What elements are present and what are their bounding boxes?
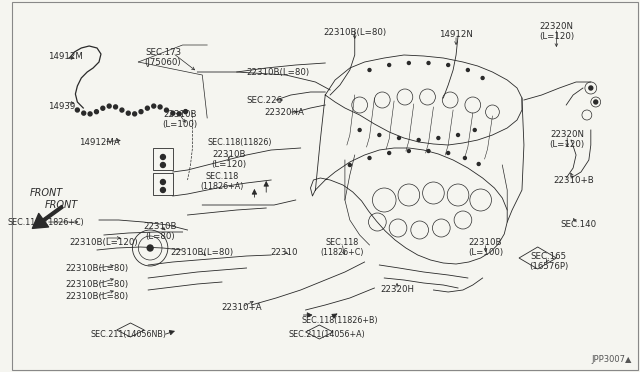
Text: 14912N: 14912N: [439, 30, 473, 39]
Text: 22310+B: 22310+B: [554, 176, 595, 185]
Text: (16576P): (16576P): [529, 262, 568, 271]
Circle shape: [139, 110, 143, 114]
Circle shape: [467, 68, 469, 71]
Text: 22320N: 22320N: [550, 130, 584, 139]
Text: 22320H: 22320H: [380, 285, 414, 294]
Circle shape: [388, 64, 390, 67]
Circle shape: [589, 86, 593, 90]
Bar: [153, 173, 173, 195]
Circle shape: [126, 111, 131, 115]
Circle shape: [171, 111, 175, 115]
Text: (11826+C): (11826+C): [320, 248, 364, 257]
Text: (L=120): (L=120): [550, 140, 585, 149]
Text: SEC.173: SEC.173: [145, 48, 181, 57]
Circle shape: [161, 187, 165, 192]
Text: 22310B(L=80): 22310B(L=80): [65, 280, 129, 289]
Circle shape: [82, 111, 86, 115]
Circle shape: [152, 104, 156, 108]
Circle shape: [427, 61, 430, 64]
Circle shape: [397, 137, 401, 140]
Text: 22310B(L=80): 22310B(L=80): [323, 28, 387, 37]
Circle shape: [427, 150, 430, 153]
Circle shape: [417, 138, 420, 141]
Circle shape: [368, 68, 371, 71]
Text: SEC.118(11826): SEC.118(11826): [207, 138, 272, 147]
Circle shape: [447, 64, 450, 67]
Circle shape: [88, 112, 92, 116]
Circle shape: [463, 157, 467, 160]
Circle shape: [161, 154, 165, 160]
Text: 22310B: 22310B: [469, 238, 502, 247]
Text: 22310B: 22310B: [143, 222, 177, 231]
Text: SEC.211(14056+A): SEC.211(14056+A): [289, 330, 365, 339]
Circle shape: [388, 151, 390, 154]
Circle shape: [76, 108, 79, 112]
Text: (J75060): (J75060): [145, 58, 181, 67]
Circle shape: [368, 157, 371, 160]
Text: 22310B: 22310B: [212, 150, 246, 159]
Text: SEC.118(11826+B): SEC.118(11826+B): [301, 316, 378, 325]
Text: (L=100): (L=100): [468, 248, 503, 257]
Bar: [153, 148, 173, 170]
Circle shape: [348, 164, 351, 167]
Text: 22310+A: 22310+A: [221, 303, 262, 312]
Text: SEC.211(14056NB): SEC.211(14056NB): [90, 330, 166, 339]
Circle shape: [132, 112, 136, 116]
Text: FRONT: FRONT: [29, 188, 63, 198]
Text: 22310B(L=80): 22310B(L=80): [65, 264, 129, 273]
Circle shape: [113, 105, 118, 109]
Text: 14912M: 14912M: [48, 52, 83, 61]
Circle shape: [594, 100, 598, 104]
Circle shape: [177, 112, 181, 116]
Text: JPP3007▲: JPP3007▲: [591, 355, 632, 364]
Text: SEC.165: SEC.165: [531, 252, 566, 261]
Circle shape: [477, 163, 480, 166]
Circle shape: [358, 128, 361, 131]
Text: SEC.140: SEC.140: [560, 220, 596, 229]
Circle shape: [447, 151, 450, 154]
Text: (L=120): (L=120): [211, 160, 246, 169]
Text: 14939: 14939: [48, 102, 75, 111]
Text: 22310: 22310: [270, 248, 298, 257]
Text: (L=100): (L=100): [162, 120, 197, 129]
Circle shape: [481, 77, 484, 80]
Circle shape: [147, 245, 153, 251]
Circle shape: [101, 106, 105, 110]
Circle shape: [437, 137, 440, 140]
Text: (L=120): (L=120): [539, 32, 574, 41]
Text: (L=80): (L=80): [145, 232, 175, 241]
Circle shape: [108, 104, 111, 108]
FancyArrowPatch shape: [33, 205, 63, 228]
Circle shape: [408, 150, 410, 153]
Text: 22310B(L=120): 22310B(L=120): [70, 238, 138, 247]
Circle shape: [120, 108, 124, 112]
Circle shape: [161, 163, 165, 167]
Text: 22310B(L=80): 22310B(L=80): [65, 292, 129, 301]
Circle shape: [456, 134, 460, 137]
Text: 22320HA: 22320HA: [264, 108, 304, 117]
Text: FRONT: FRONT: [45, 200, 78, 210]
Text: SEC.118(11826+C): SEC.118(11826+C): [8, 218, 84, 227]
Text: SEC.118: SEC.118: [205, 172, 239, 181]
Text: 22310B(L=80): 22310B(L=80): [246, 68, 310, 77]
Circle shape: [378, 134, 381, 137]
Text: SEC.226: SEC.226: [246, 96, 282, 105]
Circle shape: [158, 105, 162, 109]
Text: SEC.118: SEC.118: [325, 238, 358, 247]
Text: 22310B: 22310B: [163, 110, 196, 119]
Circle shape: [95, 110, 99, 114]
Text: 22320N: 22320N: [540, 22, 573, 31]
Text: 14912MA: 14912MA: [79, 138, 120, 147]
Circle shape: [184, 110, 188, 113]
Text: 22310B(L=80): 22310B(L=80): [171, 248, 234, 257]
Text: (11826+A): (11826+A): [200, 182, 244, 191]
Circle shape: [473, 128, 476, 131]
Circle shape: [161, 180, 165, 185]
Circle shape: [145, 106, 149, 110]
Circle shape: [408, 61, 410, 64]
Circle shape: [164, 108, 168, 112]
